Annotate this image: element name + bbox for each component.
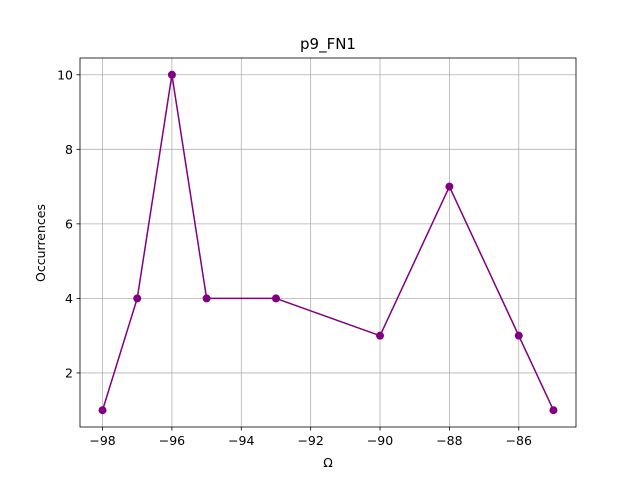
data-point [167,70,176,79]
x-tick-label: −94 [228,433,254,448]
data-point [133,294,142,303]
series-layer [98,70,558,415]
y-tick-label: 10 [57,67,73,82]
x-axis-label: Ω [323,455,333,470]
x-tick-label: −92 [297,433,323,448]
x-tick-label: −88 [436,433,462,448]
x-tick-label: −98 [89,433,115,448]
plot-frame [79,57,577,428]
y-axis-label: Occurrences [33,204,48,282]
x-tick-label: −96 [159,433,185,448]
x-tick-label: −86 [506,433,532,448]
data-point [514,331,523,340]
ticks: −98 −96 −94 −92 −90 −88 −86 2 4 6 8 10 [57,67,532,448]
y-tick-label: 2 [65,365,73,380]
x-tick-label: −90 [367,433,393,448]
y-tick-label: 6 [65,216,73,231]
y-tick-label: 4 [65,291,73,306]
grid [80,58,576,427]
data-point [549,406,558,415]
plot-area [80,58,576,427]
data-point [376,331,385,340]
chart-title: p9_FN1 [300,35,356,54]
data-point [98,406,107,415]
data-point [202,294,211,303]
y-tick-label: 8 [65,142,73,157]
data-point [445,182,454,191]
data-point [271,294,280,303]
